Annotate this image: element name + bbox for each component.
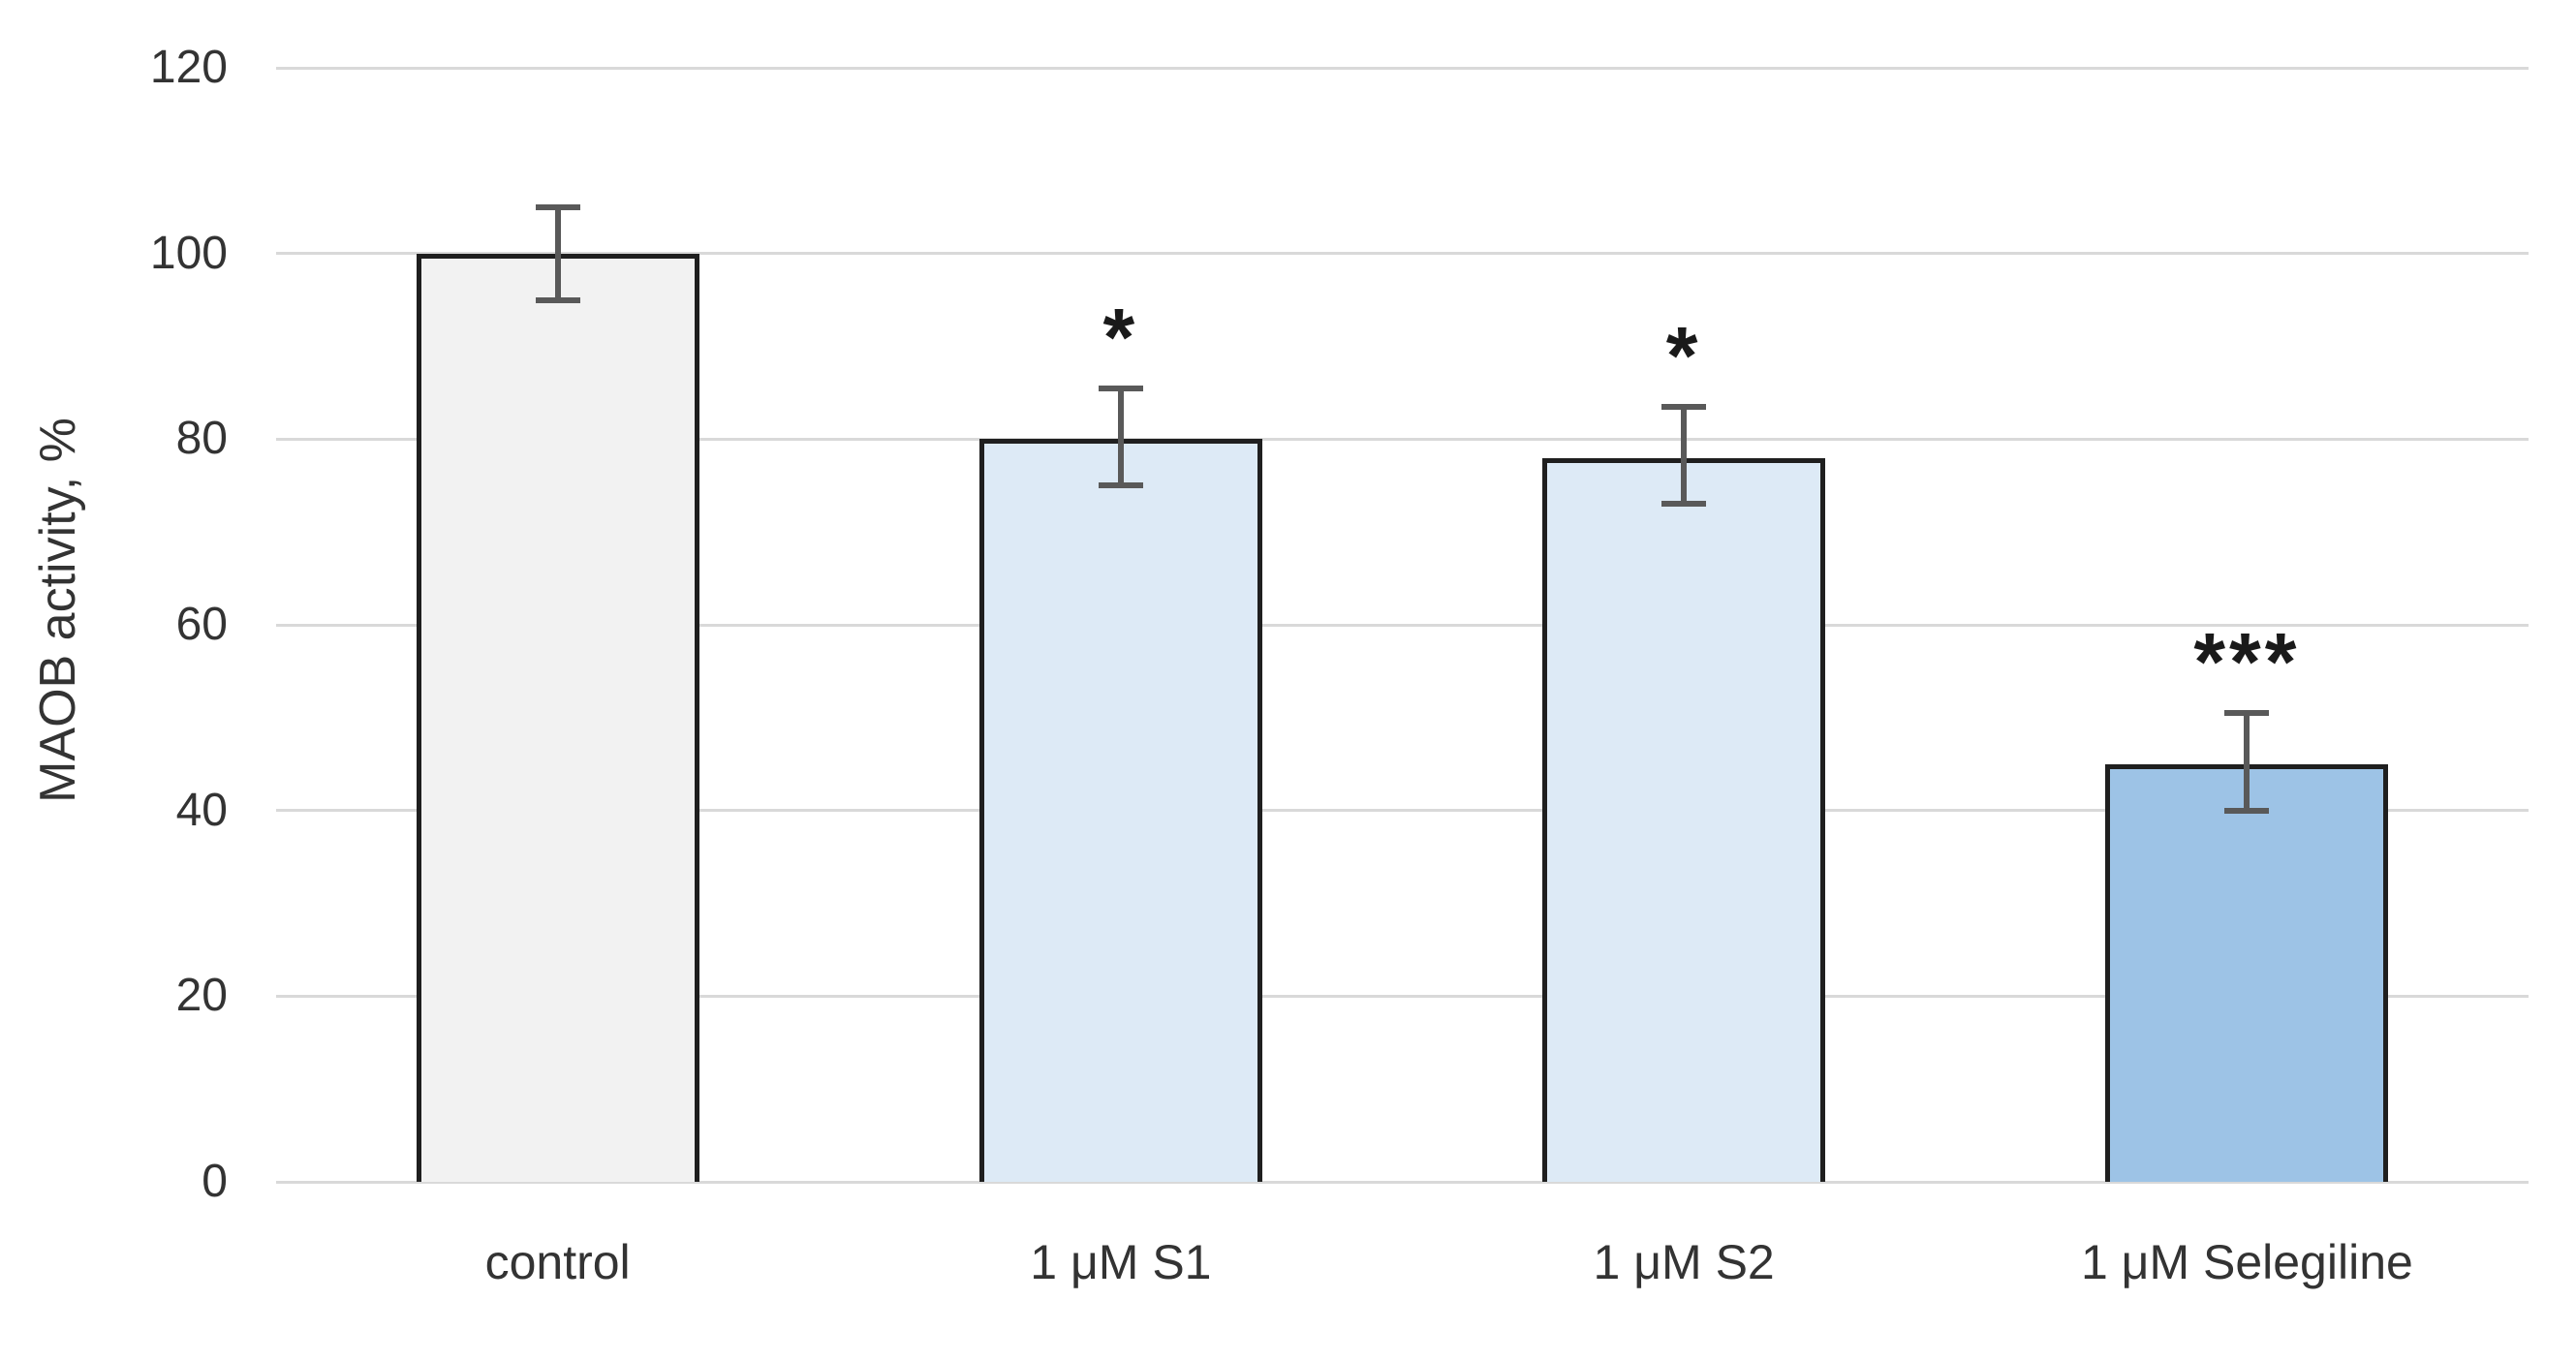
x-category-label: 1 μM S1 — [1030, 1235, 1212, 1289]
y-tick-label-120: 120 — [149, 42, 228, 93]
error-bar-cap-top — [2224, 710, 2270, 717]
significance-label: * — [1102, 291, 1139, 383]
error-bar-cap-bottom — [1098, 482, 1143, 489]
y-tick-label-80: 80 — [175, 413, 228, 465]
error-bar-cap-bottom — [1661, 501, 1707, 508]
gridline-100 — [276, 252, 2529, 256]
gridline-120 — [276, 66, 2529, 70]
error-bar-cap-top — [1661, 403, 1707, 410]
bar-1-μm-s2 — [1542, 457, 1826, 1182]
x-category-label: control — [484, 1235, 631, 1289]
gridline-0 — [276, 1180, 2529, 1184]
gridline-80 — [276, 437, 2529, 441]
significance-label: * — [1665, 309, 1702, 401]
error-bar-line — [554, 206, 561, 300]
gridline-20 — [276, 994, 2529, 998]
y-tick-label-60: 60 — [175, 599, 228, 650]
error-bar-cap-top — [1098, 385, 1143, 391]
y-tick-label-40: 40 — [175, 784, 228, 836]
significance-label: *** — [2193, 616, 2301, 708]
y-tick-label-100: 100 — [149, 227, 228, 279]
gridline-60 — [276, 623, 2529, 627]
x-category-label: 1 μM S2 — [1593, 1235, 1775, 1289]
error-bar-line — [1681, 406, 1688, 505]
bar-control — [416, 253, 699, 1182]
bar-1-μm-selegiline — [2105, 763, 2389, 1182]
error-bar-cap-bottom — [535, 296, 580, 303]
y-tick-label-20: 20 — [175, 970, 228, 1022]
gridline-40 — [276, 809, 2529, 813]
error-bar-line — [1117, 387, 1124, 486]
error-bar-cap-top — [535, 203, 580, 210]
error-bar-line — [2244, 713, 2250, 811]
error-bar-cap-bottom — [2224, 807, 2270, 814]
x-category-label: 1 μM Selegiline — [2080, 1235, 2413, 1289]
y-tick-label-0: 0 — [202, 1156, 228, 1207]
